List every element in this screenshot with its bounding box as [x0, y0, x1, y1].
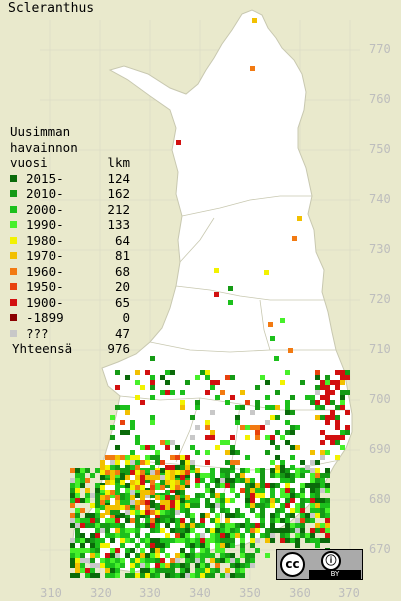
legend-row: 1960- 68 — [10, 263, 130, 280]
legend-period-label: 1960- — [26, 263, 64, 279]
legend-heading-line-3: vuosi — [10, 155, 48, 170]
latitude-label: 730 — [369, 242, 391, 256]
legend-period-label: 1900- — [26, 294, 64, 310]
legend-period-label: 1950- — [26, 279, 64, 294]
legend-rows: 2015- 124 2010- 162 2000- 212 1990- 133 1980- 64 1… — [10, 170, 130, 342]
latitude-label: 680 — [369, 492, 391, 506]
latitude-label: 710 — [369, 342, 391, 356]
longitude-label: 320 — [90, 586, 112, 600]
legend-row: 1970- 81 — [10, 248, 130, 264]
legend-count: 20 — [114, 279, 130, 294]
legend-swatch — [10, 314, 17, 321]
legend-row: 2010- 162 — [10, 186, 130, 202]
legend: Uusimman havainnon vuosi lkm 2015- 124 201… — [10, 124, 130, 357]
legend-count: 65 — [114, 294, 130, 310]
legend-period-label: -1899 — [26, 310, 64, 325]
legend-swatch — [10, 252, 17, 259]
longitude-label: 340 — [189, 586, 211, 600]
longitude-label: 350 — [239, 586, 261, 600]
legend-row: ??? 47 — [10, 325, 130, 342]
latitude-label: 740 — [369, 192, 391, 206]
legend-swatch — [10, 298, 17, 306]
legend-swatch — [10, 190, 17, 197]
legend-period-label: 2015- — [26, 170, 64, 186]
latitude-label: 700 — [369, 392, 391, 406]
legend-row: 2015- 124 — [10, 170, 130, 187]
latitude-label: 770 — [369, 42, 391, 56]
legend-heading-row: vuosi lkm — [10, 155, 130, 171]
longitude-label: 370 — [338, 586, 360, 600]
latitude-label: 720 — [369, 292, 391, 306]
legend-row: 1900- 65 — [10, 294, 130, 311]
legend-count: 124 — [107, 170, 130, 186]
legend-total-label: Yhteensä — [12, 341, 73, 356]
legend-count: 133 — [107, 217, 130, 232]
legend-count-heading: lkm — [107, 155, 130, 170]
legend-row: 1980- 64 — [10, 232, 130, 249]
legend-heading-line-2: havainnon — [10, 139, 78, 155]
legend-period-label: 2010- — [26, 186, 64, 201]
legend-swatch — [10, 329, 17, 337]
latitude-label: 690 — [369, 442, 391, 456]
legend-row: 1990- 133 — [10, 217, 130, 233]
legend-heading-line-1: Uusimman — [10, 124, 71, 139]
legend-period-label: 1980- — [26, 232, 64, 248]
legend-row: 1950- 20 — [10, 279, 130, 295]
legend-period-label: ??? — [26, 325, 49, 341]
legend-swatch — [10, 236, 17, 244]
legend-period-label: 1970- — [26, 248, 64, 263]
longitude-label: 310 — [40, 586, 62, 600]
latitude-label: 750 — [369, 142, 391, 156]
legend-count: 162 — [107, 186, 130, 201]
license-by-label: BY — [309, 570, 361, 579]
legend-total-row: Yhteensä 976 — [10, 341, 130, 357]
legend-count: 0 — [122, 310, 130, 325]
latitude-label: 760 — [369, 92, 391, 106]
legend-count: 212 — [107, 201, 130, 217]
legend-count: 81 — [114, 248, 130, 263]
longitude-label: 330 — [139, 586, 161, 600]
legend-count: 47 — [114, 325, 130, 341]
longitude-label: 360 — [289, 586, 311, 600]
legend-swatch — [10, 205, 17, 213]
latitude-label: 670 — [369, 542, 391, 556]
legend-swatch — [10, 267, 17, 275]
legend-total-count: 976 — [107, 341, 130, 356]
cc-icon: cc — [280, 552, 305, 577]
legend-swatch — [10, 174, 17, 182]
observation-squares — [70, 18, 350, 578]
legend-count: 68 — [114, 263, 130, 279]
legend-period-label: 2000- — [26, 201, 64, 217]
legend-swatch — [10, 283, 17, 290]
legend-row: -1899 0 — [10, 310, 130, 326]
cc-by-license-badge[interactable]: cc ⓘ BY — [276, 549, 363, 580]
legend-period-label: 1990- — [26, 217, 64, 232]
legend-count: 64 — [114, 232, 130, 248]
legend-swatch — [10, 221, 17, 228]
species-title: Scleranthus — [8, 1, 95, 16]
legend-row: 2000- 212 — [10, 201, 130, 218]
person-icon: ⓘ — [321, 551, 341, 571]
